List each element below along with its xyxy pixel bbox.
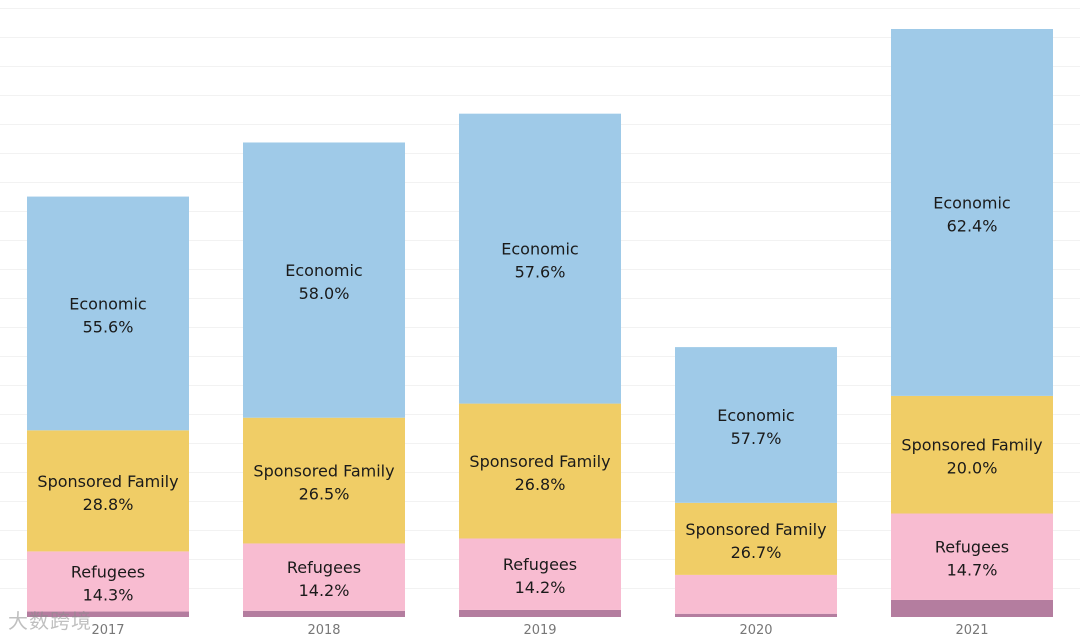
segment-label-name: Refugees (287, 558, 361, 577)
other-segment-2020 (675, 613, 837, 617)
x-tick-label: 2021 (955, 623, 988, 638)
refugees-segment-2018 (243, 543, 405, 611)
segment-label-name: Sponsored Family (901, 436, 1042, 455)
sponsored-family-segment-2021 (891, 395, 1053, 514)
segment-label-name: Sponsored Family (469, 452, 610, 471)
segment-label-value: 14.2% (515, 578, 566, 597)
segment-labels: Refugees 14.3% Sponsored Family 28.8% Econom… (37, 194, 1042, 605)
other-segment-2021 (891, 599, 1053, 617)
refugees-segment-2019 (459, 538, 621, 610)
segment-label-name: Sponsored Family (37, 472, 178, 491)
segment-label-name: Refugees (71, 563, 145, 582)
segment-label-value: 14.7% (947, 561, 998, 580)
segment-label-value: 57.6% (515, 263, 566, 282)
segment-label-value: 14.2% (299, 581, 350, 600)
segment-label-value: 28.8% (83, 495, 134, 514)
sponsored-family-segment-2018 (243, 417, 405, 544)
segment-label-value: 14.3% (83, 586, 134, 605)
segment-label-value: 26.7% (731, 543, 782, 562)
economic-segment-2017 (27, 196, 189, 431)
other-segment-2019 (459, 609, 621, 617)
segment-label-value: 57.7% (731, 429, 782, 448)
x-tick-label: 2019 (523, 623, 556, 638)
segment-label-value: 58.0% (299, 284, 350, 303)
other-segment-2018 (243, 610, 405, 617)
segment-label-value: 26.5% (299, 485, 350, 504)
segment-label-value: 55.6% (83, 318, 134, 337)
refugees-segment-2020 (675, 574, 837, 614)
x-tick-label: 2018 (307, 623, 340, 638)
sponsored-family-segment-2017 (27, 430, 189, 552)
segment-label-name: Refugees (503, 555, 577, 574)
segment-label-name: Economic (501, 240, 578, 259)
economic-segment-2019 (459, 113, 621, 404)
segment-label-name: Economic (285, 261, 362, 280)
segment-label-name: Economic (933, 194, 1010, 213)
segment-label-name: Sponsored Family (685, 520, 826, 539)
sponsored-family-segment-2019 (459, 403, 621, 539)
segment-label-value: 26.8% (515, 475, 566, 494)
x-tick-label: 2020 (739, 623, 772, 638)
watermark: 大数跨境 (8, 609, 92, 633)
sponsored-family-segment-2020 (675, 502, 837, 575)
segment-label-name: Sponsored Family (253, 462, 394, 481)
economic-segment-2021 (891, 29, 1053, 396)
segment-label-value: 62.4% (947, 217, 998, 236)
bars (27, 29, 1053, 617)
x-axis-ticks: 2017 2018 2019 2020 2021 (91, 623, 988, 638)
segment-label-value: 20.0% (947, 459, 998, 478)
refugees-segment-2021 (891, 513, 1053, 600)
refugees-segment-2017 (27, 551, 189, 612)
other-segment-2017 (27, 611, 189, 617)
segment-label-name: Economic (69, 295, 146, 314)
x-tick-label: 2017 (91, 623, 124, 638)
segment-label-name: Refugees (935, 538, 1009, 557)
economic-segment-2018 (243, 142, 405, 418)
economic-segment-2020 (675, 347, 837, 503)
segment-label-name: Economic (717, 406, 794, 425)
